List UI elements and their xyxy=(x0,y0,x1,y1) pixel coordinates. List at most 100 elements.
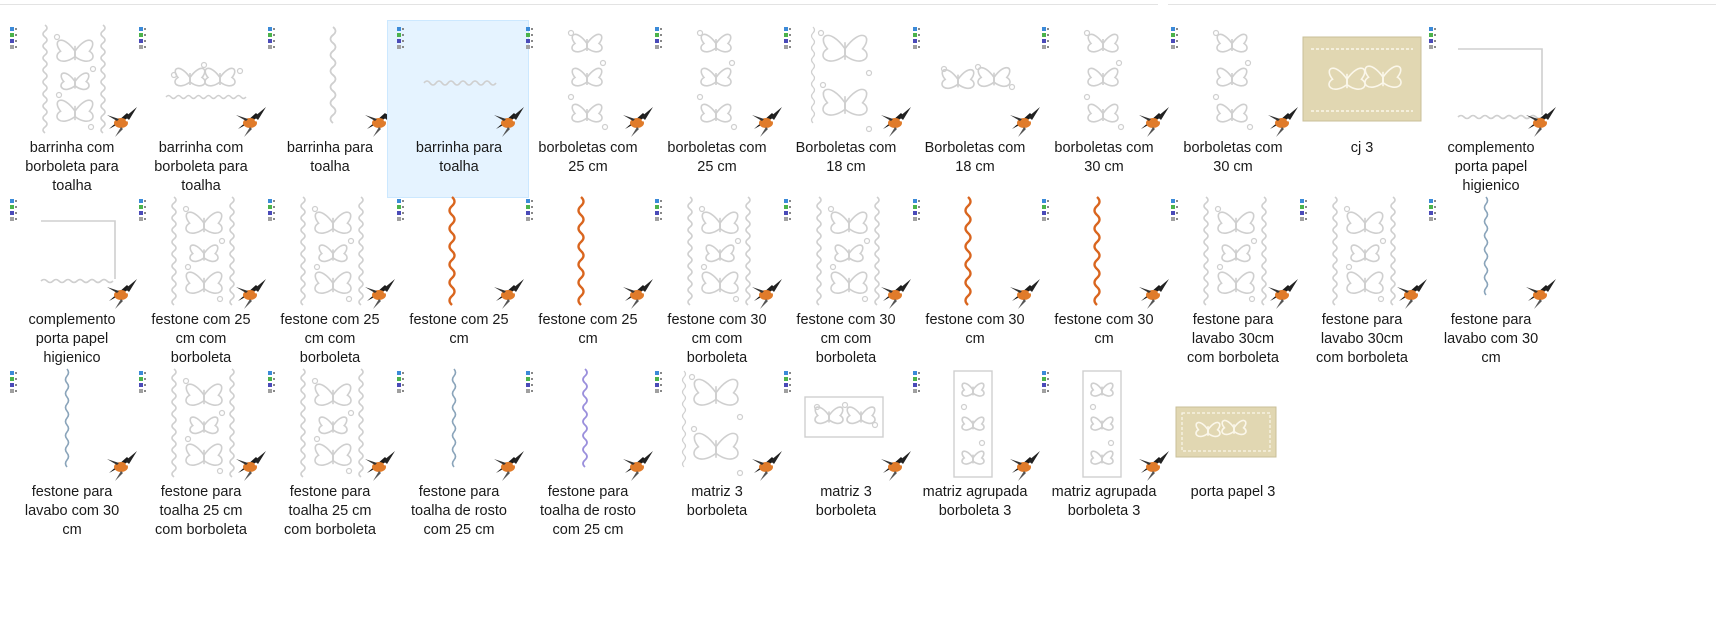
hummingbird-logo xyxy=(494,107,524,137)
file-item[interactable]: complemento porta papel higienico xyxy=(1419,20,1561,198)
file-item[interactable]: porta papel 3 xyxy=(1161,364,1303,542)
embroidery-file-thumbnail xyxy=(394,23,524,137)
file-item[interactable]: festone para toalha 25 cm com borboleta xyxy=(129,364,271,542)
file-name: festone para toalha de rosto com 25 cm xyxy=(540,484,636,538)
file-item[interactable]: festone para lavabo com 30 cm xyxy=(1419,192,1561,370)
address-bar[interactable] xyxy=(0,0,1158,5)
color-chart-icon xyxy=(1300,199,1307,221)
color-chart-icon xyxy=(784,371,791,393)
file-item[interactable]: festone para lavabo com 30 cm xyxy=(0,364,142,542)
file-name: borboletas com 30 cm xyxy=(1054,140,1154,175)
file-name: porta papel 3 xyxy=(1190,484,1276,500)
file-item[interactable]: festone para toalha de rosto com 25 cm xyxy=(516,364,658,542)
file-item[interactable]: festone com 25 cm xyxy=(387,192,529,370)
embroidery-file-thumbnail xyxy=(1039,367,1169,481)
file-item[interactable]: borboletas com 25 cm xyxy=(516,20,658,198)
color-chart-icon xyxy=(913,27,920,49)
hummingbird-logo xyxy=(107,451,137,481)
file-item[interactable]: matriz agrupada borboleta 3 xyxy=(1032,364,1174,542)
hummingbird-logo xyxy=(1268,279,1298,309)
file-name: festone com 30 cm com borboleta xyxy=(796,312,896,366)
embroidery-file-thumbnail xyxy=(7,23,137,137)
hummingbird-logo xyxy=(752,279,782,309)
file-name: matriz 3 borboleta xyxy=(686,484,748,519)
file-item[interactable]: complemento porta papel higienico xyxy=(0,192,142,370)
color-chart-icon xyxy=(139,27,146,49)
hummingbird-logo xyxy=(107,279,137,309)
file-name: Borboletas com 18 cm xyxy=(795,140,897,175)
file-name: festone com 25 cm xyxy=(538,312,638,347)
file-name: complemento porta papel higienico xyxy=(1447,140,1535,194)
file-item[interactable]: cj 3 xyxy=(1290,20,1432,198)
file-item[interactable]: festone com 30 cm xyxy=(903,192,1045,370)
photo-thumbnail xyxy=(1297,23,1427,137)
embroidery-file-thumbnail xyxy=(910,23,1040,137)
file-name: festone para lavabo 30cm com borboleta xyxy=(1187,312,1279,366)
embroidery-file-thumbnail xyxy=(136,195,266,309)
color-chart-icon xyxy=(1429,27,1436,49)
color-chart-icon xyxy=(139,199,146,221)
hummingbird-logo xyxy=(1010,451,1040,481)
file-item[interactable]: festone para lavabo 30cm com borboleta xyxy=(1161,192,1303,370)
file-item[interactable]: festone para lavabo 30cm com borboleta xyxy=(1290,192,1432,370)
embroidery-file-thumbnail xyxy=(265,367,395,481)
embroidery-file-thumbnail xyxy=(652,23,782,137)
hummingbird-logo xyxy=(1010,279,1040,309)
embroidery-file-thumbnail xyxy=(1297,195,1427,309)
embroidery-file-thumbnail xyxy=(652,367,782,481)
file-item[interactable]: barrinha para toalha xyxy=(387,20,529,198)
file-name: festone com 25 cm com borboleta xyxy=(280,312,380,366)
file-name: matriz agrupada borboleta 3 xyxy=(922,484,1028,519)
hummingbird-logo xyxy=(236,279,266,309)
color-chart-icon xyxy=(268,199,275,221)
embroidery-file-thumbnail xyxy=(1426,23,1556,137)
file-name: borboletas com 25 cm xyxy=(538,140,638,175)
hummingbird-logo xyxy=(365,279,395,309)
color-chart-icon xyxy=(784,199,791,221)
file-item[interactable]: festone para toalha 25 cm com borboleta xyxy=(258,364,400,542)
file-name: Borboletas com 18 cm xyxy=(924,140,1026,175)
file-item[interactable]: festone com 30 cm com borboleta xyxy=(645,192,787,370)
embroidery-file-thumbnail xyxy=(1039,195,1169,309)
file-item[interactable]: matriz 3 borboleta xyxy=(774,364,916,542)
file-name: festone para lavabo 30cm com borboleta xyxy=(1316,312,1408,366)
embroidery-file-thumbnail xyxy=(265,195,395,309)
file-item[interactable]: festone com 25 cm com borboleta xyxy=(129,192,271,370)
hummingbird-logo xyxy=(365,451,395,481)
color-chart-icon xyxy=(1042,27,1049,49)
file-name: barrinha para toalha xyxy=(286,140,374,175)
color-chart-icon xyxy=(913,371,920,393)
file-name: festone com 30 cm xyxy=(925,312,1025,347)
embroidery-file-thumbnail xyxy=(136,23,266,137)
embroidery-file-thumbnail xyxy=(523,367,653,481)
file-name: festone para toalha 25 cm com borboleta xyxy=(284,484,376,538)
hummingbird-logo xyxy=(1139,107,1169,137)
file-name: festone para lavabo com 30 cm xyxy=(1443,312,1539,366)
file-item[interactable]: Borboletas com 18 cm xyxy=(774,20,916,198)
color-chart-icon xyxy=(655,371,662,393)
file-item[interactable]: barrinha com borboleta para toalha xyxy=(0,20,142,198)
file-item[interactable]: festone com 30 cm com borboleta xyxy=(774,192,916,370)
embroidery-file-thumbnail xyxy=(1039,23,1169,137)
file-name: barrinha com borboleta para toalha xyxy=(25,140,119,194)
file-item[interactable]: barrinha para toalha xyxy=(258,20,400,198)
search-box[interactable] xyxy=(1168,0,1716,5)
file-item[interactable]: festone com 30 cm xyxy=(1032,192,1174,370)
file-name: matriz agrupada borboleta 3 xyxy=(1051,484,1157,519)
file-item[interactable]: matriz 3 borboleta xyxy=(645,364,787,542)
color-chart-icon xyxy=(526,371,533,393)
file-item[interactable]: festone com 25 cm xyxy=(516,192,658,370)
color-chart-icon xyxy=(397,27,404,49)
file-name: festone com 25 cm xyxy=(409,312,509,347)
file-item[interactable]: festone para toalha de rosto com 25 cm xyxy=(387,364,529,542)
hummingbird-logo xyxy=(881,451,911,481)
address-bar-edge xyxy=(0,0,1716,6)
file-item[interactable]: borboletas com 30 cm xyxy=(1032,20,1174,198)
file-item[interactable]: barrinha com borboleta para toalha xyxy=(129,20,271,198)
embroidery-file-thumbnail xyxy=(394,195,524,309)
file-item[interactable]: festone com 25 cm com borboleta xyxy=(258,192,400,370)
file-item[interactable]: Borboletas com 18 cm xyxy=(903,20,1045,198)
file-item[interactable]: borboletas com 25 cm xyxy=(645,20,787,198)
file-item[interactable]: matriz agrupada borboleta 3 xyxy=(903,364,1045,542)
file-item[interactable]: borboletas com 30 cm xyxy=(1161,20,1303,198)
